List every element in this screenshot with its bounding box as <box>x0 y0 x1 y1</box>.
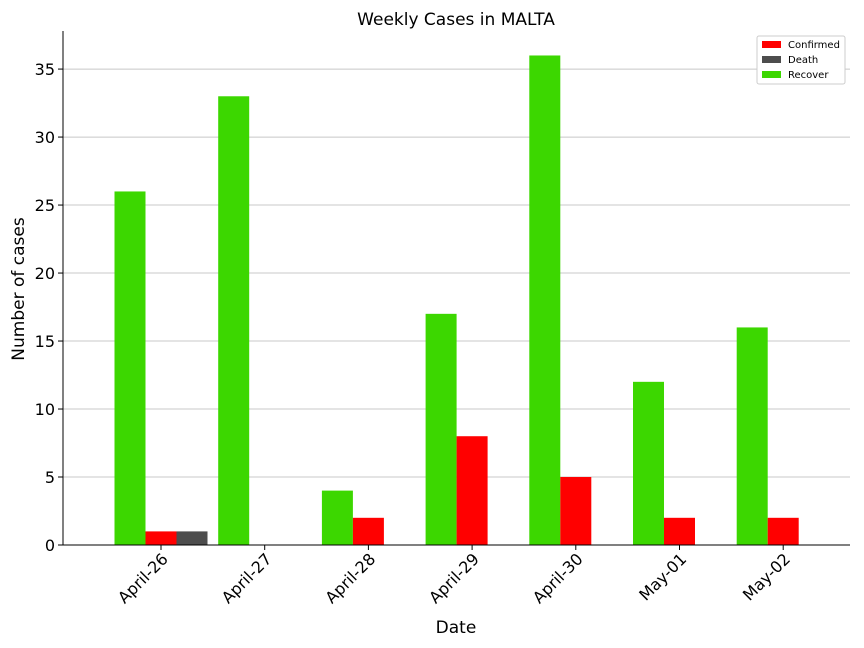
x-tick-label: April-26 <box>114 549 172 607</box>
chart-title: Weekly Cases in MALTA <box>357 10 555 30</box>
y-ticks: 0 5 10 15 20 25 30 35 <box>35 60 63 555</box>
y-tick-label: 30 <box>35 128 55 147</box>
y-tick-label: 25 <box>35 196 55 215</box>
bar-confirmed-april-30 <box>560 477 592 545</box>
y-tick-label: 35 <box>35 60 55 79</box>
legend-swatch-death <box>762 56 781 63</box>
legend: Confirmed Death Recover <box>756 35 846 85</box>
x-tick-label: May-02 <box>739 549 794 604</box>
bar-confirmed-april-26 <box>145 531 177 545</box>
x-tick-label: April-27 <box>218 549 276 607</box>
legend-label-confirmed: Confirmed <box>788 40 840 51</box>
y-tick-label: 15 <box>35 332 55 351</box>
bar-death-april-26 <box>176 531 208 545</box>
axes <box>62 31 850 546</box>
x-tick-label: April-30 <box>529 549 587 607</box>
y-tick-label: 10 <box>35 400 55 419</box>
bar-recover-may-02 <box>736 327 768 545</box>
bar-confirmed-april-28 <box>352 517 384 545</box>
bar-recover-may-01 <box>633 381 664 545</box>
legend-swatch-confirmed <box>762 41 781 48</box>
y-tick-label: 20 <box>35 264 55 283</box>
y-axis-label: Number of cases <box>9 217 29 361</box>
bar-recover-april-30 <box>529 55 561 545</box>
bar-recover-april-28 <box>321 490 353 545</box>
x-tick-label: April-28 <box>321 549 379 607</box>
legend-label-death: Death <box>788 55 818 66</box>
bar-recover-april-29 <box>425 313 457 545</box>
bar-confirmed-april-29 <box>456 436 488 545</box>
x-tick-label: April-29 <box>425 549 483 607</box>
bar-confirmed-may-02 <box>767 517 799 545</box>
bar-recover-april-26 <box>114 191 146 546</box>
legend-label-recover: Recover <box>788 70 829 81</box>
bar-recover-april-27 <box>218 96 250 546</box>
bar-confirmed-may-01 <box>664 517 695 545</box>
bars <box>114 55 799 546</box>
x-axis-label: Date <box>436 618 477 638</box>
legend-swatch-recover <box>762 71 781 78</box>
y-tick-label: 0 <box>45 536 55 555</box>
y-tick-label: 5 <box>45 468 55 487</box>
x-ticks: April-26 April-27 April-28 April-29 April-30… <box>114 545 794 607</box>
x-tick-label: May-01 <box>635 549 690 604</box>
